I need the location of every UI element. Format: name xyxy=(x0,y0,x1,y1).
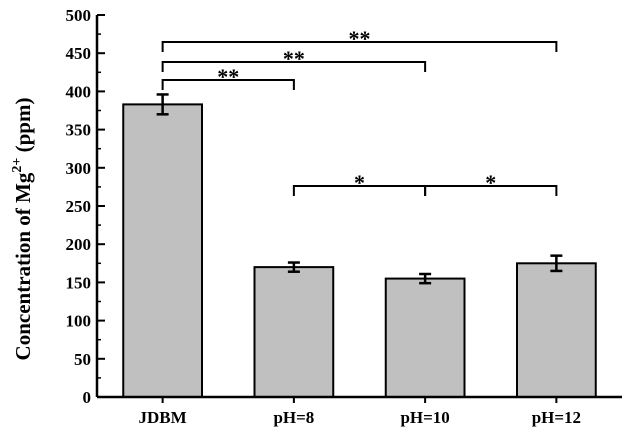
significance-bracket-2 xyxy=(161,41,558,52)
y-tick-label-100: 100 xyxy=(66,312,92,331)
y-tick-label-500: 500 xyxy=(66,6,92,25)
significance-bracket-1 xyxy=(161,61,427,72)
error-bars-layer xyxy=(156,93,563,285)
significance-bracket-0 xyxy=(161,79,295,90)
significance-layer: ******* * xyxy=(161,26,558,196)
x-tick-label-1: pH=8 xyxy=(273,408,314,427)
bar-1 xyxy=(253,266,335,398)
significance-bracket-4 xyxy=(424,185,558,196)
significance-label-2: ** xyxy=(349,26,371,51)
y-tick-label-50: 50 xyxy=(74,350,91,369)
significance-label-4: * xyxy=(485,170,496,195)
bars-layer xyxy=(122,103,597,398)
y-tick-label-450: 450 xyxy=(66,44,92,63)
y-tick-label-350: 350 xyxy=(66,121,92,140)
y-tick-label-250: 250 xyxy=(66,197,92,216)
y-tick-label-150: 150 xyxy=(66,273,92,292)
bar-3 xyxy=(516,262,597,398)
y-axis-title-unit: (ppm) xyxy=(11,98,35,158)
y-axis-title-superscript: 2+ xyxy=(10,158,25,173)
significance-label-3: * xyxy=(354,170,365,195)
x-tick-label-3: pH=12 xyxy=(532,408,581,427)
y-tick-label-200: 200 xyxy=(66,235,92,254)
significance-label-1: ** xyxy=(283,46,305,71)
significance-label-0: ** xyxy=(217,64,239,89)
x-tick-label-2: pH=10 xyxy=(400,408,449,427)
y-tick-label-300: 300 xyxy=(66,159,92,178)
bar-0 xyxy=(122,103,203,398)
y-tick-label-0: 0 xyxy=(83,388,92,407)
y-axis-title-main: Concentration of Mg xyxy=(11,172,35,360)
bar-2 xyxy=(384,277,466,398)
axes-layer: 0 50 100 150 200 250 300 350 400 450 500 JDBM pH=8 pH… xyxy=(66,6,622,427)
y-tick-label-400: 400 xyxy=(66,82,92,101)
x-tick-label-0: JDBM xyxy=(139,408,187,427)
y-axis-title: Concentration of Mg2+ (ppm) xyxy=(10,98,35,361)
